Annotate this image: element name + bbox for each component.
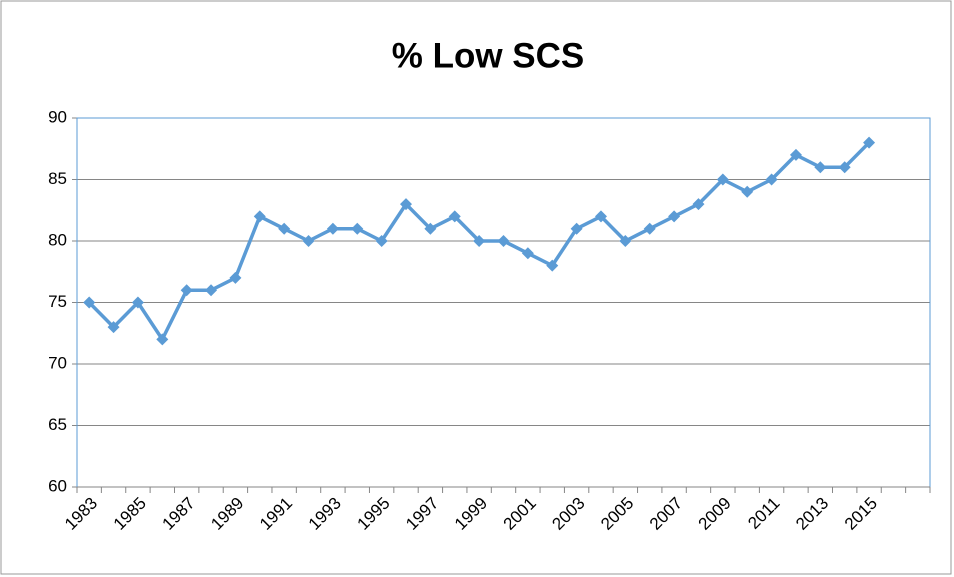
data-marker [619, 235, 632, 247]
data-marker [765, 173, 778, 186]
data-marker [326, 222, 339, 235]
y-tick-label: 90 [48, 107, 67, 126]
data-marker [131, 296, 144, 309]
data-marker [497, 235, 510, 247]
data-marker [741, 185, 754, 198]
chart-title: % Low SCS [392, 36, 585, 75]
data-marker [692, 198, 705, 211]
data-marker [229, 271, 242, 284]
data-marker [814, 161, 827, 174]
data-marker [107, 321, 120, 334]
y-tick-label: 65 [48, 415, 67, 434]
data-marker [521, 247, 534, 260]
data-marker [643, 222, 656, 235]
data-marker [156, 333, 169, 346]
data-marker [205, 284, 218, 297]
data-marker [789, 148, 802, 161]
data-marker [180, 284, 193, 297]
data-marker [375, 235, 388, 247]
data-marker [473, 235, 486, 247]
data-marker [253, 210, 266, 223]
data-marker [594, 210, 607, 223]
y-tick-label: 85 [48, 169, 67, 188]
data-marker [863, 136, 876, 149]
data-marker [448, 210, 461, 223]
data-marker [400, 198, 413, 211]
y-tick-label: 70 [48, 353, 67, 372]
data-marker [838, 161, 851, 174]
y-tick-label: 60 [48, 476, 67, 495]
data-marker [278, 222, 291, 235]
data-marker [716, 173, 729, 186]
data-marker [668, 210, 681, 223]
data-marker [302, 235, 315, 247]
data-marker [546, 259, 559, 272]
data-marker [351, 222, 364, 235]
data-marker [570, 222, 583, 235]
data-marker [83, 296, 96, 309]
y-tick-label: 80 [48, 230, 67, 249]
y-tick-label: 75 [48, 292, 67, 311]
data-marker [424, 222, 437, 235]
